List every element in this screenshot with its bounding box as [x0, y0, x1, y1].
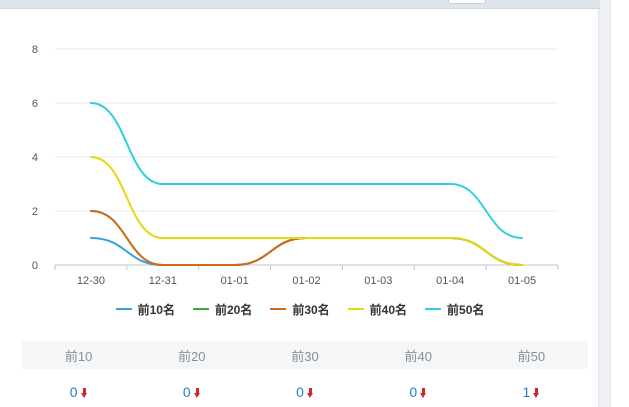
x-tick-label: 01-02 — [292, 275, 320, 287]
summary-value-top20: 0 — [182, 384, 191, 400]
x-tick-label: 01-01 — [221, 275, 249, 287]
y-tick-label: 0 — [32, 260, 38, 272]
summary-header-top40: 前40 — [404, 348, 432, 364]
summary-value-cell-top40: 0 — [362, 384, 475, 400]
chart-legend: 前10名 前20名 前30名 前40名 前50名 — [0, 300, 600, 318]
legend-item-top30[interactable]: 前30名 — [270, 300, 330, 318]
legend-swatch-top40 — [347, 308, 364, 310]
legend-swatch-top50 — [425, 308, 442, 310]
trend-down-icon — [193, 388, 201, 399]
toolbar-button[interactable] — [448, 0, 486, 4]
legend-item-top40[interactable]: 前40名 — [347, 300, 408, 318]
trend-down-icon — [80, 388, 88, 399]
summary-header-top30: 前30 — [291, 348, 319, 364]
series-line-1 — [89, 236, 524, 267]
summary-value-top30: 0 — [296, 384, 304, 400]
trend-down-icon — [306, 388, 314, 399]
legend-swatch-top10 — [115, 308, 132, 310]
legend-item-top10[interactable]: 前10名 — [115, 300, 175, 318]
summary-header-top20: 前20 — [178, 348, 206, 364]
adjacent-panel — [610, 0, 629, 407]
legend-item-top20[interactable]: 前20名 — [192, 300, 253, 318]
legend-swatch-top20 — [192, 308, 209, 310]
summary-values-row: 0 0 0 0 1 — [22, 381, 588, 403]
x-tick-label: 12-31 — [149, 275, 177, 287]
summary-value-top40: 0 — [409, 384, 418, 400]
summary-header-top50: 前50 — [517, 348, 546, 364]
x-tick-label: 01-03 — [364, 275, 392, 287]
summary-value-cell-top30: 0 — [248, 384, 361, 400]
legend-label-top30: 前30名 — [292, 302, 330, 317]
series-line-4 — [89, 156, 524, 266]
summary-value-top10: 0 — [69, 384, 78, 400]
y-tick-label: 4 — [32, 152, 38, 164]
x-tick-label: 12-30 — [77, 275, 105, 287]
ranking-line-chart: 0 2 4 6 8 12-30 12-31 01-01 01-02 01-03 01-04 01-05 — [32, 44, 559, 287]
summary-header-row: 前10 前20 前30 前40 前50 — [22, 341, 588, 369]
legend-label-top10: 前10名 — [137, 302, 175, 317]
legend-label-top40: 前40名 — [369, 302, 408, 317]
summary-value-top50: 1 — [522, 384, 531, 400]
x-tick-label: 01-04 — [436, 275, 464, 287]
summary-value-cell-top10: 0 — [22, 384, 135, 400]
series-line-5 — [89, 102, 524, 239]
trend-down-icon — [533, 388, 540, 399]
top-toolbar — [0, 0, 600, 9]
x-tick-label: 01-05 — [508, 275, 536, 287]
legend-label-top50: 前50名 — [447, 302, 485, 317]
summary-value-cell-top50: 1 — [475, 384, 588, 400]
y-tick-label: 6 — [32, 98, 38, 110]
legend-swatch-top30 — [270, 308, 287, 310]
y-tick-label: 2 — [32, 206, 38, 218]
summary-header-top10: 前10 — [64, 348, 93, 364]
trend-down-icon — [420, 388, 427, 399]
summary-value-cell-top20: 0 — [135, 384, 248, 400]
legend-item-top50[interactable]: 前50名 — [425, 300, 484, 318]
ranking-chart-card — [0, 9, 599, 407]
y-tick-label: 8 — [32, 44, 38, 56]
legend-label-top20: 前20名 — [214, 302, 253, 317]
